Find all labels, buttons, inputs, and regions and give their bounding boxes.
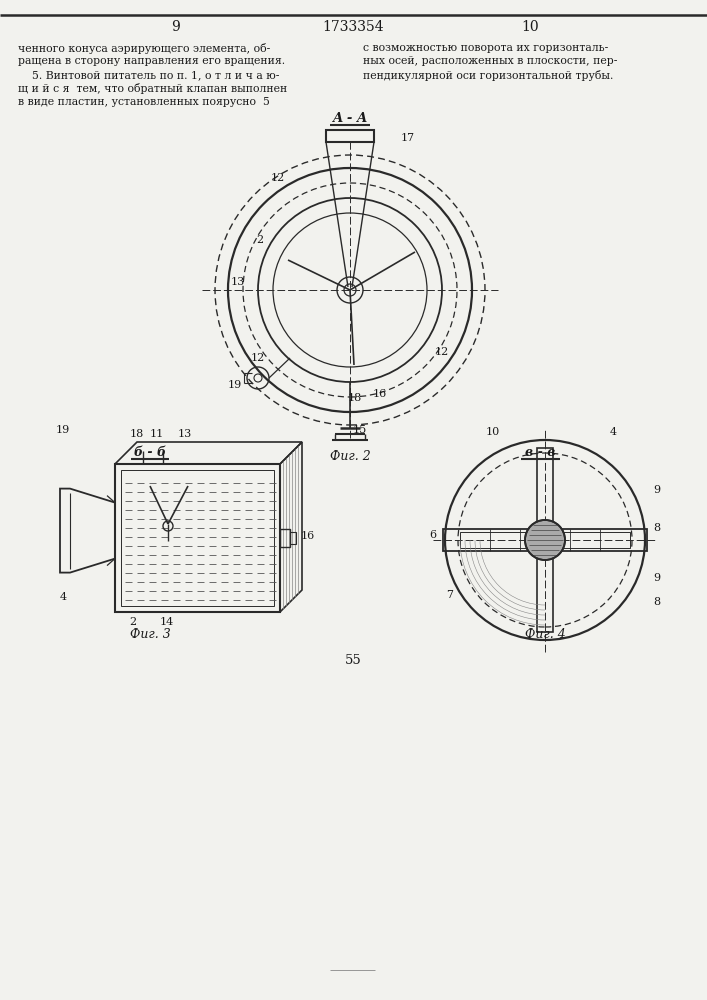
Text: 19: 19	[228, 380, 242, 390]
Text: 9: 9	[170, 20, 180, 34]
Text: 5. Винтовой питатель по п. 1, о т л и ч а ю-: 5. Винтовой питатель по п. 1, о т л и ч …	[18, 70, 279, 80]
Bar	[537, 448, 553, 632]
Text: щ и й с я  тем, что обратный клапан выполнен: щ и й с я тем, что обратный клапан выпол…	[18, 84, 287, 95]
Text: 2: 2	[257, 235, 264, 245]
Text: 12: 12	[271, 173, 285, 183]
Text: 13: 13	[231, 277, 245, 287]
Text: 55: 55	[344, 654, 361, 666]
Text: в - в: в - в	[525, 446, 555, 458]
Text: 4: 4	[609, 427, 617, 437]
Text: 1733354: 1733354	[322, 20, 384, 34]
Bar	[460, 532, 630, 548]
Text: 8: 8	[653, 523, 660, 533]
Bar	[121, 470, 274, 606]
Bar	[326, 130, 374, 142]
Text: в виде пластин, установленных поярусно  5: в виде пластин, установленных поярусно 5	[18, 97, 270, 107]
Text: Фиг. 2: Фиг. 2	[329, 450, 370, 464]
Text: 19: 19	[56, 425, 70, 435]
Text: 4: 4	[59, 592, 66, 602]
Text: 16: 16	[301, 531, 315, 541]
Bar	[443, 529, 647, 551]
Bar	[290, 532, 296, 544]
Text: 6: 6	[429, 530, 436, 540]
Circle shape	[525, 520, 565, 560]
Text: 15: 15	[353, 425, 367, 435]
Text: 7: 7	[447, 590, 453, 600]
Text: 8: 8	[653, 597, 660, 607]
Text: 11: 11	[150, 429, 164, 439]
Text: с возможностью поворота их горизонталь-: с возможностью поворота их горизонталь-	[363, 43, 608, 53]
Text: Фиг. 3: Фиг. 3	[129, 628, 170, 641]
Text: 13: 13	[178, 429, 192, 439]
Text: 16: 16	[373, 389, 387, 399]
Text: пендикулярной оси горизонтальной трубы.: пендикулярной оси горизонтальной трубы.	[363, 70, 614, 81]
Text: Фиг. 4: Фиг. 4	[525, 628, 566, 641]
Text: 10: 10	[486, 427, 500, 437]
Text: ных осей, расположенных в плоскости, пер-: ных осей, расположенных в плоскости, пер…	[363, 56, 617, 66]
Text: 18: 18	[130, 429, 144, 439]
Text: A - A: A - A	[332, 111, 368, 124]
Text: 17: 17	[401, 133, 415, 143]
Bar	[280, 529, 290, 547]
Text: 12: 12	[251, 353, 265, 363]
Text: 9: 9	[653, 485, 660, 495]
Text: б - б: б - б	[134, 446, 166, 458]
Text: 9: 9	[653, 573, 660, 583]
Text: ченного конуса аэрирующего элемента, об-: ченного конуса аэрирующего элемента, об-	[18, 43, 270, 54]
Text: 18: 18	[348, 393, 362, 403]
Text: 12: 12	[435, 347, 449, 357]
Text: ращена в сторону направления его вращения.: ращена в сторону направления его вращени…	[18, 56, 285, 66]
Text: 2: 2	[129, 617, 136, 627]
Text: 14: 14	[160, 617, 174, 627]
Text: 10: 10	[521, 20, 539, 34]
